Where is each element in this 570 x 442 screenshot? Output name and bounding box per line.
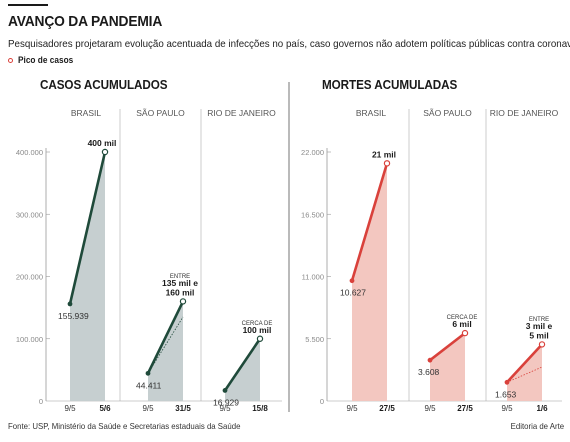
mortes-y-tick-label: 16.500 — [301, 210, 324, 219]
mortes-s-o-paulo-start-point — [427, 357, 433, 363]
casos-y-tick-label: 0 — [39, 397, 43, 406]
mortes-s-o-paulo-area — [430, 333, 465, 401]
casos-brasil-area — [70, 152, 105, 401]
mortes-rio-de-janeiro-peak-point — [538, 341, 546, 348]
casos-s-o-paulo-label: SÃO PAULO — [136, 108, 185, 118]
casos-y-tick-label: 200.000 — [16, 273, 43, 282]
casos-rio-de-janeiro-x-start: 9/5 — [219, 404, 231, 413]
page-title: AVANÇO DA PANDEMIA — [8, 13, 163, 30]
peak-marker-icon — [8, 57, 13, 63]
mortes-rio-de-janeiro-peak-prefix: ENTRE — [529, 317, 549, 323]
page-subtitle: Pesquisadores projetaram evolução acentu… — [8, 38, 570, 50]
mortes-s-o-paulo-peak-prefix: CERCA DE — [447, 315, 478, 321]
casos-y-tick-label: 400.000 — [16, 148, 43, 157]
casos-s-o-paulo-start-point — [145, 370, 151, 376]
casos-brasil-peak-point — [101, 148, 109, 156]
casos-s-o-paulo-peak-point — [179, 298, 187, 305]
mortes-y-tick-label: 11.000 — [302, 273, 324, 282]
chart-title-casos: CASOS ACUMULADOS — [40, 77, 168, 92]
casos-s-o-paulo-peak-value: 135 mil e — [162, 278, 198, 288]
mortes-rio-de-janeiro-start-point — [504, 379, 510, 385]
mortes-s-o-paulo-start-value: 3.608 — [418, 367, 440, 377]
mortes-s-o-paulo-label: SÃO PAULO — [423, 108, 472, 118]
casos-brasil-series-line — [68, 150, 107, 306]
mortes-brasil-start-point — [349, 278, 355, 284]
casos-brasil-start-value: 155.939 — [58, 311, 89, 321]
mortes-rio-de-janeiro-label: RIO DE JANEIRO — [490, 108, 559, 118]
mortes-y-tick-label: 22.000 — [301, 148, 324, 157]
mortes-rio-de-janeiro-x-end: 1/6 — [536, 404, 548, 413]
casos-brasil-x-start: 9/5 — [64, 404, 76, 413]
mortes-rio-de-janeiro-start-value: 1.653 — [495, 389, 517, 399]
mortes-brasil-area — [352, 163, 387, 401]
casos-rio-de-janeiro-peak-point — [256, 335, 264, 342]
casos-y-tick-label: 300.000 — [16, 210, 43, 219]
casos-rio-de-janeiro-start-value: 16.929 — [213, 397, 239, 407]
casos-s-o-paulo-low-estimate-line — [147, 316, 184, 374]
casos-s-o-paulo-start-value: 44.411 — [136, 380, 162, 390]
mortes-s-o-paulo-series-line — [428, 331, 467, 362]
chart-title-mortes: MORTES ACUMULADAS — [322, 77, 458, 92]
mortes-brasil-x-end: 27/5 — [379, 404, 395, 413]
mortes-rio-de-janeiro-peak-value: 5 mil — [529, 330, 548, 340]
casos-rio-de-janeiro-label: RIO DE JANEIRO — [207, 108, 276, 118]
mortes-brasil-start-value: 10.627 — [340, 288, 366, 298]
casos-s-o-paulo-peak-value: 160 mil — [166, 287, 195, 297]
mortes-rio-de-janeiro-x-start: 9/5 — [501, 404, 513, 413]
casos-rio-de-janeiro-peak-value: 100 mil — [243, 325, 272, 335]
mortes-rio-de-janeiro-series-line — [505, 343, 544, 384]
mortes-brasil-x-start: 9/5 — [346, 404, 358, 413]
casos-brasil-start-point — [67, 301, 73, 307]
casos-rio-de-janeiro-area — [225, 338, 260, 401]
mortes-brasil-peak-value: 21 mil — [372, 149, 396, 159]
mortes-y-tick-label: 5.500 — [305, 335, 324, 344]
mortes-rio-de-janeiro-peak-value: 3 mil e — [526, 321, 553, 331]
casos-rio-de-janeiro-peak-prefix: CERCA DE — [242, 321, 273, 327]
mortes-brasil-label: BRASIL — [356, 108, 387, 118]
legend-label: Pico de casos — [18, 55, 74, 65]
mortes-s-o-paulo-x-start: 9/5 — [424, 404, 436, 413]
mortes-s-o-paulo-peak-value: 6 mil — [452, 319, 471, 329]
mortes-y-tick-label: 0 — [320, 397, 324, 406]
casos-s-o-paulo-peak-prefix: ENTRE — [170, 274, 190, 280]
casos-s-o-paulo-series-line — [146, 300, 185, 375]
mortes-s-o-paulo-peak-point — [461, 329, 469, 337]
mortes-brasil-peak-point — [383, 160, 391, 167]
source-note: Fonte: USP, Ministério da Saúde e Secret… — [8, 421, 241, 431]
casos-brasil-label: BRASIL — [71, 108, 102, 118]
casos-rio-de-janeiro-x-end: 15/8 — [252, 404, 268, 413]
casos-rio-de-janeiro-start-point — [222, 388, 228, 393]
mortes-brasil-series-line — [350, 162, 389, 283]
casos-brasil-peak-value: 400 mil — [88, 138, 117, 148]
casos-brasil-x-end: 5/6 — [99, 404, 111, 413]
legend: Pico de casos — [8, 55, 78, 65]
mortes-s-o-paulo-x-end: 27/5 — [457, 404, 473, 413]
casos-rio-de-janeiro-series-line — [223, 337, 262, 392]
casos-y-tick-label: 100.000 — [16, 335, 43, 344]
header-rule — [8, 4, 48, 6]
credit: Editoria de Arte — [510, 421, 564, 431]
mortes-rio-de-janeiro-area — [507, 344, 542, 401]
mortes-rio-de-janeiro-low-estimate-line — [506, 366, 543, 383]
casos-s-o-paulo-x-end: 31/5 — [175, 404, 191, 413]
casos-s-o-paulo-area — [148, 301, 183, 401]
casos-s-o-paulo-x-start: 9/5 — [142, 404, 154, 413]
